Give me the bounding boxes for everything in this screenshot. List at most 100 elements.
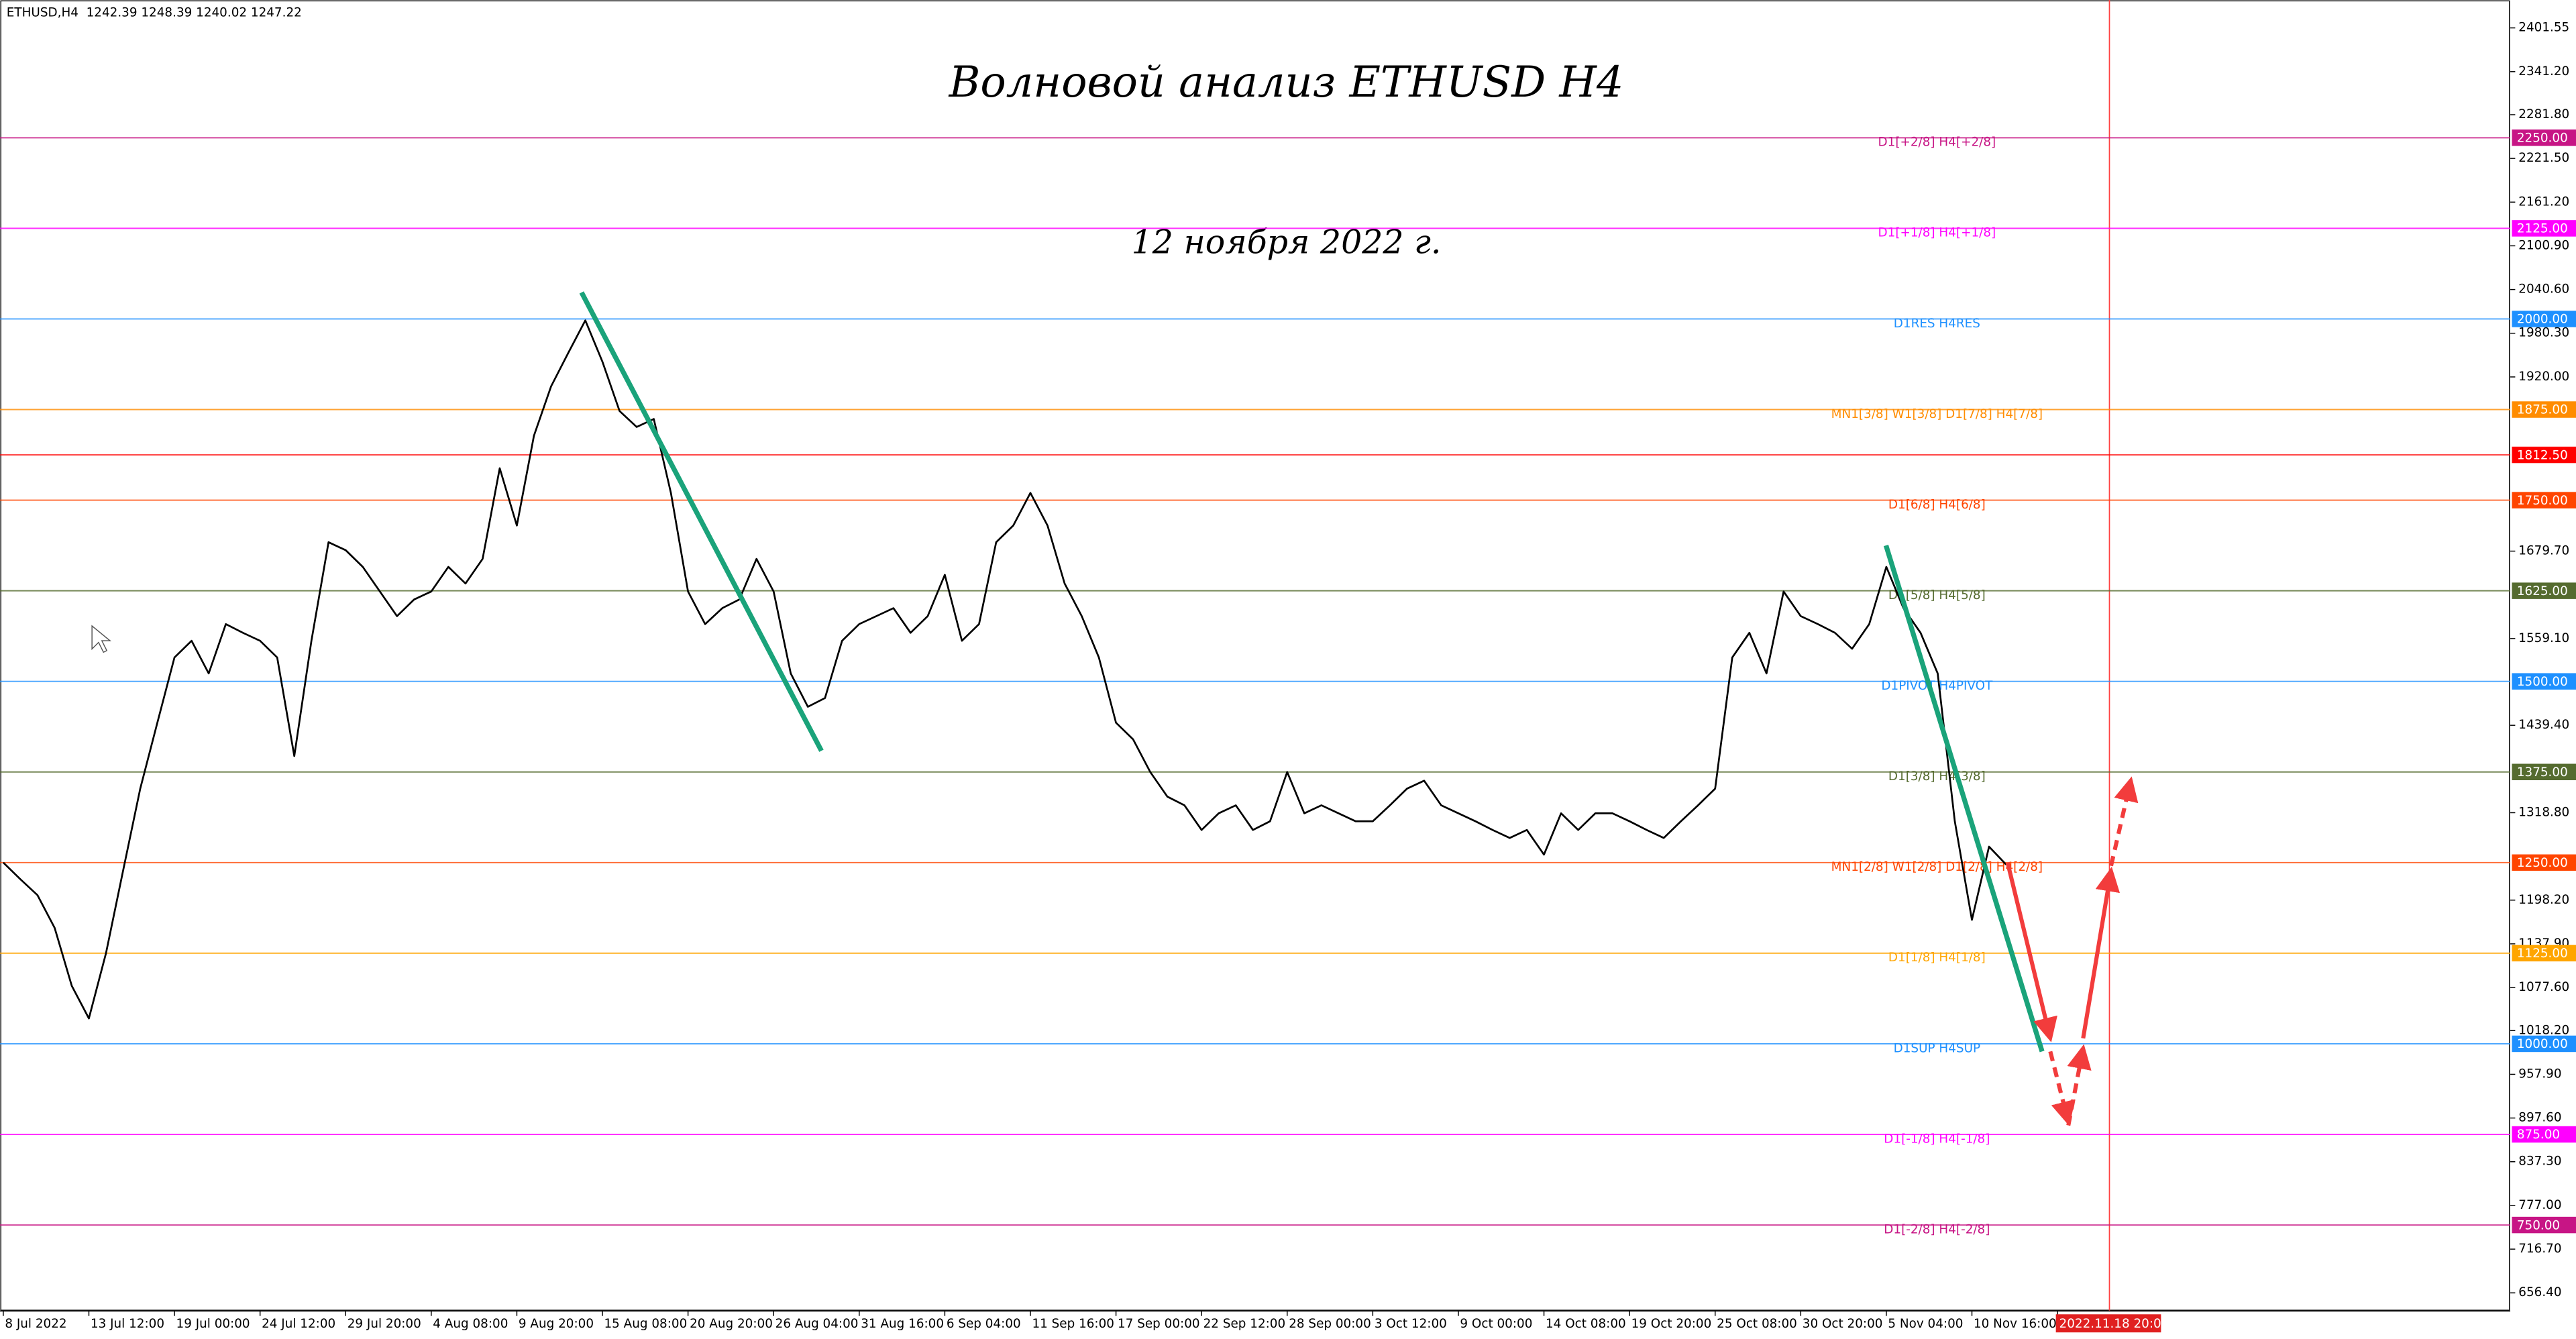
- y-tick-label: 2221.50: [2518, 151, 2569, 165]
- price-tag-label: 1625.00: [2517, 584, 2568, 598]
- level-label: D1[+2/8] H4[+2/8]: [1878, 136, 1996, 150]
- price-tag-label: 2125.00: [2517, 222, 2568, 236]
- forecast-arrow: [2108, 776, 2139, 867]
- price-tag: [2512, 945, 2576, 962]
- wave-line: [579, 291, 824, 752]
- x-tick-label: 5 Nov 04:00: [1888, 1317, 1963, 1331]
- y-tick-label: 1318.80: [2518, 805, 2569, 819]
- level-label: D1[6/8] H4[6/8]: [1888, 498, 1986, 512]
- x-tick-label: 26 Aug 04:00: [775, 1317, 859, 1331]
- price-tag: [2512, 763, 2576, 781]
- chart-title: Волновой анализ ETHUSD H4: [949, 58, 1624, 107]
- x-tick-label: 28 Sep 00:00: [1289, 1317, 1371, 1331]
- y-tick-label: 2040.60: [2518, 282, 2569, 297]
- x-tick-label: 20 Aug 20:00: [690, 1317, 773, 1331]
- y-tick-label: 1439.40: [2518, 718, 2569, 732]
- plot-frame: [0, 0, 2510, 1311]
- price-tag: [2512, 401, 2576, 418]
- x-tick-label: 10 Nov 16:00: [1974, 1317, 2057, 1331]
- x-tick-label: 3 Oct 12:00: [1375, 1317, 1447, 1331]
- level-label: D1PIVOT H4PIVOT: [1881, 679, 1993, 693]
- price-tag-label: 1750.00: [2517, 494, 2568, 508]
- mouse-cursor: [91, 625, 112, 653]
- x-tick-label: 25 Oct 08:00: [1717, 1317, 1797, 1331]
- y-tick-label: 2341.20: [2518, 64, 2569, 78]
- y-tick-label: 897.60: [2518, 1111, 2561, 1125]
- price: [2, 319, 2007, 1020]
- level-label: MN1[3/8] W1[3/8] D1[7/8] H4[7/8]: [1831, 407, 2043, 421]
- y-tick-label: 1679.70: [2518, 544, 2569, 558]
- x-highlight: [2055, 1314, 2161, 1333]
- annotations: [91, 291, 2139, 1126]
- price-tag: [2512, 582, 2576, 599]
- level-label: D1[+1/8] H4[+1/8]: [1878, 226, 1996, 240]
- symbol-header: ETHUSD,H4 1242.39 1248.39 1240.02 1247.2…: [7, 6, 302, 20]
- level-label: D1[1/8] H4[1/8]: [1888, 951, 1986, 965]
- x-tick-label: 9 Oct 00:00: [1460, 1317, 1532, 1331]
- price-tag-label: 1500.00: [2517, 675, 2568, 689]
- x-tick-label: 19 Jul 00:00: [176, 1317, 250, 1331]
- y-tick-label: 1018.20: [2518, 1023, 2569, 1037]
- x-tick-label: 6 Sep 04:00: [947, 1317, 1021, 1331]
- axes: 2401.55 2341.20 2281.80 2221.50 2161.20 2100.…: [0, 21, 2576, 1333]
- price-tag: [2512, 1216, 2576, 1234]
- chart-subtitle: 12 ноября 2022 г.: [1132, 223, 1442, 261]
- price-tag: [2512, 1035, 2576, 1053]
- price-tag-label: 1250.00: [2517, 856, 2568, 870]
- price-tag: [2512, 311, 2576, 327]
- y-tick-label: 1980.30: [2518, 326, 2569, 340]
- x-tick-label: 11 Sep 16:00: [1032, 1317, 1114, 1331]
- x-tick-label: 24 Jul 12:00: [262, 1317, 335, 1331]
- level-label: MN1[2/8] W1[2/8] D1[2/8] H4[2/8]: [1831, 860, 2043, 874]
- x-tick-label: 29 Jul 20:00: [347, 1317, 421, 1331]
- level-label: D1[-1/8] H4[-1/8]: [1884, 1132, 1990, 1146]
- price-tag-label: 1375.00: [2517, 765, 2568, 780]
- x-tick-label: 19 Oct 20:00: [1631, 1317, 1712, 1331]
- level-label: D1[3/8] H4[3/8]: [1888, 769, 1986, 784]
- level-label: D1[-2/8] H4[-2/8]: [1884, 1222, 1990, 1236]
- levels: D1[+2/8] H4[+2/8] D1[+1/8] H4[+1/8] D1RES …: [0, 136, 2511, 1236]
- price-tag: [2512, 492, 2576, 508]
- price-tag-label: 875.00: [2517, 1128, 2560, 1142]
- y-tick-label: 1077.60: [2518, 980, 2569, 994]
- forecast-arrow: [2048, 1051, 2076, 1126]
- price-tag-label: 750.00: [2517, 1218, 2560, 1232]
- y-tick-label: 2281.80: [2518, 107, 2569, 121]
- price-tag: [2512, 854, 2576, 871]
- level-label: D1SUP H4SUP: [1894, 1041, 1980, 1055]
- forecast-arrow: [2005, 862, 2057, 1042]
- price-tag-label: 1125.00: [2517, 947, 2568, 961]
- price-line: [2, 319, 2007, 1020]
- x-tick-label: 22 Sep 12:00: [1203, 1317, 1286, 1331]
- y-tick-label: 656.40: [2518, 1285, 2561, 1299]
- x-tick-label: 13 Jul 12:00: [91, 1317, 164, 1331]
- price-tag-label: 1000.00: [2517, 1037, 2568, 1051]
- price-tag-label: 1812.50: [2517, 448, 2568, 462]
- y-tick-label: 1559.10: [2518, 631, 2569, 645]
- price-tag-label: 1875.00: [2517, 403, 2568, 417]
- price-tag: [2512, 673, 2576, 690]
- y-tick-label: 837.30: [2518, 1155, 2561, 1169]
- y-tick-label: 2401.55: [2518, 21, 2569, 35]
- price-tag: [2512, 446, 2576, 464]
- price-tag-label: 2000.00: [2517, 313, 2568, 327]
- forecast-arrow: [2066, 1044, 2092, 1126]
- y-tick-label: 1920.00: [2518, 370, 2569, 384]
- forecast-arrow: [2081, 866, 2121, 1039]
- y-tick-label: 716.70: [2518, 1242, 2561, 1256]
- y-tick-label: 1198.20: [2518, 893, 2569, 907]
- x-tick-label: 8 Jul 2022: [5, 1317, 66, 1331]
- level-label: D1RES H4RES: [1894, 317, 1980, 331]
- y-tick-label: 777.00: [2518, 1198, 2561, 1212]
- y-tick-label: 2161.20: [2518, 195, 2569, 209]
- price-tag: [2512, 220, 2576, 237]
- y-tick-label: 2100.90: [2518, 238, 2569, 252]
- x-tick-label: 30 Oct 20:00: [1803, 1317, 1883, 1331]
- x-tick-label: 15 Aug 08:00: [604, 1317, 687, 1331]
- price-tag: [2512, 1126, 2576, 1143]
- x-tick-label: 31 Aug 16:00: [861, 1317, 944, 1331]
- x-tick-label: 9 Aug 20:00: [519, 1317, 594, 1331]
